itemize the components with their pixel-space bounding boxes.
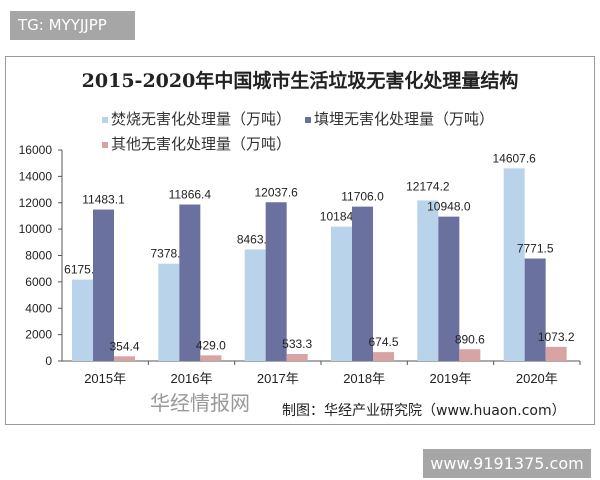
bar (373, 352, 394, 361)
y-tick-label: 12000 (19, 196, 53, 210)
legend-label: 其他无害化处理量（万吨） (111, 135, 292, 153)
y-tick-label: 6000 (25, 275, 52, 289)
logo-watermark: 华经情报网 (150, 391, 250, 415)
y-tick-label: 10000 (19, 222, 53, 236)
bar (438, 216, 460, 361)
data-label: 12037.6 (254, 185, 298, 199)
x-tick-label: 2020年 (516, 371, 558, 386)
watermark: www.9191375.com (423, 449, 591, 478)
bar (352, 206, 373, 361)
data-label: 7771.5 (517, 242, 554, 256)
bar (417, 200, 439, 361)
data-label: 533.3 (282, 337, 312, 351)
bar (179, 204, 201, 361)
bar (244, 249, 266, 361)
data-label: 429.0 (196, 338, 226, 352)
y-tick-label: 0 (45, 354, 52, 368)
data-label: 14607.6 (492, 151, 536, 165)
y-tick-label: 14000 (19, 169, 53, 183)
legend-label: 焚烧无害化处理量（万吨） (111, 110, 292, 128)
data-label: 7378.4 (150, 247, 187, 261)
bar (331, 226, 352, 361)
tag-label: TG: MYYJJPP (10, 11, 135, 40)
bar (503, 168, 525, 361)
bar (93, 209, 114, 361)
legend-swatch (102, 141, 108, 148)
data-label: 12174.2 (406, 180, 450, 194)
x-tick-label: 2018年 (343, 371, 385, 386)
data-label: 890.6 (455, 332, 485, 346)
y-tick-label: 16000 (19, 143, 53, 157)
y-tick-label: 4000 (25, 301, 52, 315)
bar (524, 258, 546, 361)
source-note: 制图：华经产业研究院（www.huaon.com） (282, 403, 566, 419)
bar (286, 353, 308, 361)
legend-label: 填埋无害化处理量（万吨） (314, 110, 495, 128)
x-tick-label: 2017年 (257, 371, 299, 386)
y-tick-label: 8000 (25, 249, 52, 263)
legend-swatch (305, 116, 311, 123)
x-tick-label: 2015年 (84, 371, 126, 386)
legend-item-landfill: 填埋无害化处理量（万吨） (305, 108, 494, 129)
x-tick-label: 2016年 (171, 371, 213, 386)
bar (114, 356, 135, 361)
data-label: 8463.3 (237, 232, 274, 246)
y-tick-label: 2000 (25, 328, 52, 342)
chart-title: 2015-2020年中国城市生活垃圾无害化处理量结构 (81, 70, 519, 92)
data-label: 354.4 (109, 339, 139, 353)
data-label: 11483.1 (82, 193, 125, 207)
x-tick-label: 2019年 (430, 371, 472, 386)
data-label: 11706.0 (341, 190, 384, 204)
bar (459, 349, 481, 361)
legend-swatch (102, 116, 108, 123)
data-label: 10948.0 (427, 200, 471, 214)
bar (158, 263, 180, 361)
data-label: 674.5 (368, 335, 398, 349)
bar (72, 279, 93, 361)
data-label: 6175.5 (64, 263, 101, 277)
bar (545, 346, 567, 361)
bar (200, 355, 222, 361)
data-label: 1073.2 (538, 330, 575, 344)
data-label: 11866.4 (169, 188, 212, 202)
legend-item-other: 其他无害化处理量（万吨） (102, 133, 291, 154)
bar (265, 202, 287, 361)
legend-item-incineration: 焚烧无害化处理量（万吨） (102, 108, 291, 129)
